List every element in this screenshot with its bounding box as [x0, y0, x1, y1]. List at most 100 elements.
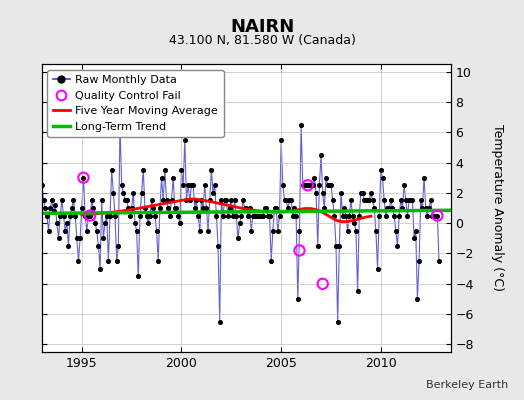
Point — [143, 212, 151, 219]
Point — [350, 220, 358, 226]
Point — [373, 266, 381, 272]
Point — [169, 174, 177, 181]
Point — [39, 197, 48, 204]
Point — [295, 228, 303, 234]
Point — [417, 197, 425, 204]
Point — [97, 197, 106, 204]
Point — [260, 205, 269, 211]
Y-axis label: Temperature Anomaly (°C): Temperature Anomaly (°C) — [490, 124, 504, 292]
Point — [368, 197, 377, 204]
Point — [234, 235, 242, 242]
Point — [285, 197, 293, 204]
Point — [157, 174, 166, 181]
Point — [219, 212, 227, 219]
Point — [343, 228, 352, 234]
Point — [152, 228, 161, 234]
Point — [309, 182, 317, 188]
Point — [117, 182, 126, 188]
Point — [109, 190, 117, 196]
Point — [212, 212, 221, 219]
Point — [123, 197, 131, 204]
Point — [423, 212, 432, 219]
Point — [427, 197, 435, 204]
Point — [435, 258, 443, 264]
Point — [144, 220, 152, 226]
Point — [45, 228, 53, 234]
Point — [204, 228, 212, 234]
Point — [269, 228, 277, 234]
Point — [96, 266, 104, 272]
Point — [252, 212, 260, 219]
Point — [81, 212, 89, 219]
Point — [134, 273, 143, 280]
Point — [201, 182, 209, 188]
Point — [49, 208, 58, 214]
Point — [383, 205, 391, 211]
Point — [159, 197, 167, 204]
Point — [174, 212, 182, 219]
Point — [224, 212, 232, 219]
Point — [274, 228, 282, 234]
Point — [289, 212, 297, 219]
Point — [79, 174, 88, 181]
Point — [272, 205, 280, 211]
Point — [352, 228, 360, 234]
Point — [116, 122, 124, 128]
Point — [270, 205, 279, 211]
Point — [79, 174, 88, 181]
Point — [103, 212, 111, 219]
Point — [433, 212, 442, 219]
Point — [292, 212, 300, 219]
Legend: Raw Monthly Data, Quality Control Fail, Five Year Moving Average, Long-Term Tren: Raw Monthly Data, Quality Control Fail, … — [48, 70, 224, 137]
Point — [391, 228, 400, 234]
Point — [360, 197, 368, 204]
Point — [63, 220, 71, 226]
Point — [397, 197, 405, 204]
Point — [277, 136, 286, 143]
Point — [107, 167, 116, 173]
Point — [303, 182, 312, 188]
Point — [418, 205, 427, 211]
Point — [137, 190, 146, 196]
Point — [139, 167, 147, 173]
Point — [192, 197, 201, 204]
Point — [162, 197, 171, 204]
Point — [390, 212, 398, 219]
Point — [232, 212, 241, 219]
Point — [407, 197, 415, 204]
Point — [69, 197, 78, 204]
Point — [395, 212, 403, 219]
Point — [332, 243, 340, 249]
Point — [71, 212, 79, 219]
Point — [267, 258, 276, 264]
Point — [401, 197, 410, 204]
Point — [255, 212, 264, 219]
Point — [149, 205, 157, 211]
Point — [295, 247, 303, 254]
Point — [247, 228, 256, 234]
Point — [279, 182, 287, 188]
Point — [317, 152, 325, 158]
Point — [104, 258, 113, 264]
Point — [339, 212, 347, 219]
Point — [147, 197, 156, 204]
Point — [181, 136, 189, 143]
Point — [411, 228, 420, 234]
Point — [217, 197, 225, 204]
Point — [124, 205, 133, 211]
Point — [58, 197, 66, 204]
Point — [89, 205, 97, 211]
Point — [433, 212, 442, 219]
Point — [388, 205, 397, 211]
Point — [345, 212, 354, 219]
Point — [254, 212, 262, 219]
Point — [362, 197, 370, 204]
Point — [84, 212, 93, 219]
Point — [127, 205, 136, 211]
Point — [348, 212, 357, 219]
Point — [242, 205, 250, 211]
Point — [205, 197, 214, 204]
Point — [319, 280, 327, 287]
Point — [365, 197, 374, 204]
Point — [59, 212, 68, 219]
